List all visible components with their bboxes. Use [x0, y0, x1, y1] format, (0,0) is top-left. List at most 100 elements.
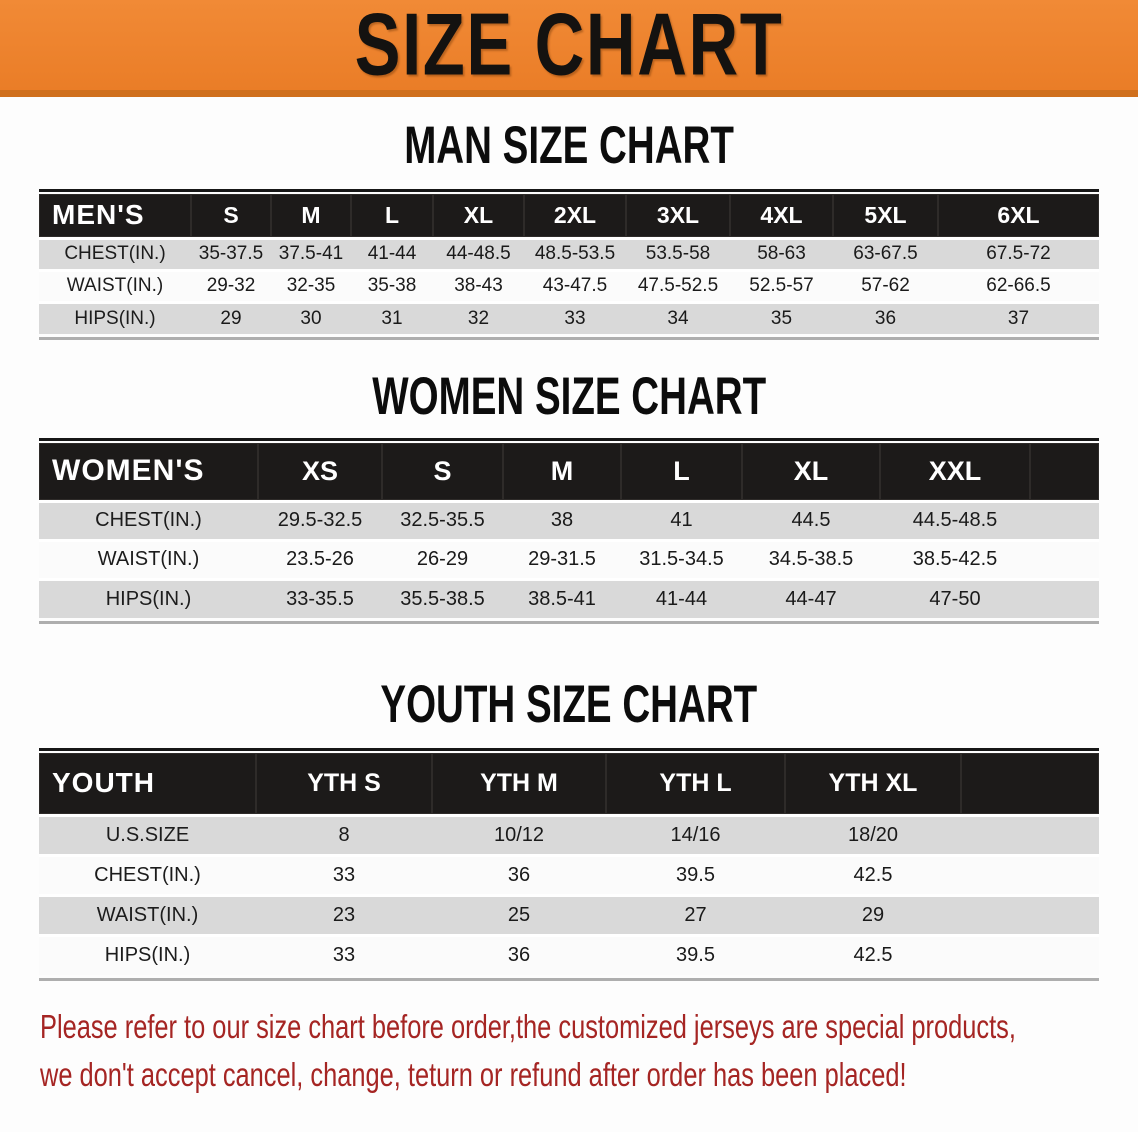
- table-header-row: YOUTH YTH S YTH M YTH L YTH XL: [39, 753, 1099, 817]
- column-header: L: [351, 194, 433, 240]
- row-label: U.S.SIZE: [39, 815, 256, 857]
- youth-section-title: YOUTH SIZE CHART: [380, 673, 758, 734]
- cell: 31.5-34.5: [621, 540, 742, 581]
- women-section-title: WOMEN SIZE CHART: [372, 365, 766, 426]
- cell: 43-47.5: [524, 270, 626, 304]
- row-label: HIPS(IN.): [104, 944, 191, 967]
- cell: 27: [606, 895, 785, 937]
- women-size-table: WOMEN'S XS S M L XL XXL CHEST(IN.) 29.5-32.5 32.5…: [39, 443, 1099, 618]
- cell: 36: [507, 944, 531, 967]
- cell: 52.5-57: [730, 270, 833, 304]
- cell: 39.5: [676, 944, 715, 967]
- cell: [1030, 501, 1099, 542]
- cell: 23.5-26: [258, 540, 382, 581]
- cell: 29: [785, 895, 961, 937]
- youth-size-table: YOUTH YTH S YTH M YTH L YTH XL U.S.SIZE 8 10/12…: [39, 753, 1099, 975]
- cell: 38-43: [433, 270, 524, 304]
- column-header: XL: [742, 443, 880, 503]
- cell: 48.5-53.5: [524, 238, 626, 272]
- cell: 38.5-41: [528, 587, 596, 610]
- banner: SIZE CHART: [0, 0, 1138, 97]
- cell: 41-44: [655, 587, 708, 610]
- column-header: M: [503, 443, 621, 503]
- table-group-label: WOMEN'S: [39, 443, 258, 503]
- row-label: CHEST(IN.): [39, 501, 258, 542]
- cell: 41-44: [351, 238, 433, 272]
- table-row: HIPS(IN.) 33 36 39.5 42.5: [39, 935, 1099, 975]
- table-row: WAIST(IN.) 29-32 32-35 35-38 38-43 43-47.5 47.…: [39, 270, 1099, 304]
- cell: 38.5-42.5: [880, 540, 1030, 581]
- cell: 8: [256, 815, 432, 857]
- cell: 35-37.5: [191, 238, 271, 272]
- column-header: 6XL: [938, 194, 1099, 240]
- cell: 47-50: [929, 587, 981, 610]
- cell: 31: [381, 307, 403, 329]
- cell: 36: [874, 307, 897, 329]
- table-row: WAIST(IN.) 23 25 27 29: [39, 895, 1099, 937]
- column-header: S: [191, 194, 271, 240]
- cell: 62-66.5: [938, 270, 1099, 304]
- cell: 44.5: [742, 501, 880, 542]
- column-header: 5XL: [833, 194, 938, 240]
- disclaimer-note: Please refer to our size chart before or…: [0, 1003, 1138, 1099]
- cell: 14/16: [606, 815, 785, 857]
- table-row: HIPS(IN.) 29 30 31 32 33 34 35 36 37: [39, 302, 1099, 334]
- cell: 23: [256, 895, 432, 937]
- table-group-label: YOUTH: [39, 753, 256, 817]
- row-label: WAIST(IN.): [39, 270, 191, 304]
- cell: 18/20: [785, 815, 961, 857]
- cell: 29: [220, 307, 242, 329]
- cell: [961, 935, 1099, 975]
- column-header: YTH M: [432, 753, 606, 817]
- column-header: YTH S: [256, 753, 432, 817]
- youth-size-table-wrapper: YOUTH YTH S YTH M YTH L YTH XL U.S.SIZE 8 10/12…: [39, 748, 1099, 981]
- table-row: CHEST(IN.) 33 36 39.5 42.5: [39, 855, 1099, 897]
- table-row: WAIST(IN.) 23.5-26 26-29 29-31.5 31.5-34.5 34…: [39, 540, 1099, 581]
- cell: 57-62: [833, 270, 938, 304]
- cell: 26-29: [382, 540, 503, 581]
- column-header: YTH XL: [785, 753, 961, 817]
- row-label: CHEST(IN.): [39, 238, 191, 272]
- man-size-table-wrapper: MEN'S S M L XL 2XL 3XL 4XL 5XL 6XL CHEST(IN.) 35-37…: [39, 189, 1099, 340]
- cell: 25: [432, 895, 606, 937]
- cell: 38: [503, 501, 621, 542]
- table-group-label: MEN'S: [39, 194, 191, 240]
- cell: 47.5-52.5: [626, 270, 730, 304]
- cell: 41: [621, 501, 742, 542]
- disclaimer-line-1: Please refer to our size chart before or…: [40, 1008, 1016, 1045]
- cell: 29.5-32.5: [258, 501, 382, 542]
- row-label: HIPS(IN.): [105, 587, 192, 610]
- table-row: CHEST(IN.) 29.5-32.5 32.5-35.5 38 41 44.5 44.5…: [39, 501, 1099, 542]
- column-header: XXL: [880, 443, 1030, 503]
- column-header: 3XL: [626, 194, 730, 240]
- cell: 29-31.5: [503, 540, 621, 581]
- cell: 30: [300, 307, 322, 329]
- column-header: [961, 753, 1099, 817]
- cell: 34: [667, 307, 689, 329]
- cell: [1030, 540, 1099, 581]
- column-header: [1030, 443, 1099, 503]
- cell: [1030, 579, 1099, 618]
- cell: 33: [256, 855, 432, 897]
- disclaimer-line-2: we don't accept cancel, change, teturn o…: [40, 1056, 907, 1093]
- table-header-row: MEN'S S M L XL 2XL 3XL 4XL 5XL 6XL: [39, 194, 1099, 240]
- cell: 37.5-41: [271, 238, 351, 272]
- cell: 10/12: [432, 815, 606, 857]
- cell: 34.5-38.5: [742, 540, 880, 581]
- cell: 42.5: [853, 944, 893, 967]
- row-label: WAIST(IN.): [39, 540, 258, 581]
- cell: 42.5: [785, 855, 961, 897]
- cell: 29-32: [191, 270, 271, 304]
- table-row: HIPS(IN.) 33-35.5 35.5-38.5 38.5-41 41-44 44-…: [39, 579, 1099, 618]
- cell: 36: [432, 855, 606, 897]
- row-label: HIPS(IN.): [74, 307, 156, 329]
- cell: 44-47: [785, 587, 837, 610]
- column-header: XL: [433, 194, 524, 240]
- man-section-title: MAN SIZE CHART: [404, 114, 734, 175]
- cell: [961, 895, 1099, 937]
- cell: 33: [564, 307, 586, 329]
- cell: 58-63: [730, 238, 833, 272]
- cell: [961, 855, 1099, 897]
- column-header: 4XL: [730, 194, 833, 240]
